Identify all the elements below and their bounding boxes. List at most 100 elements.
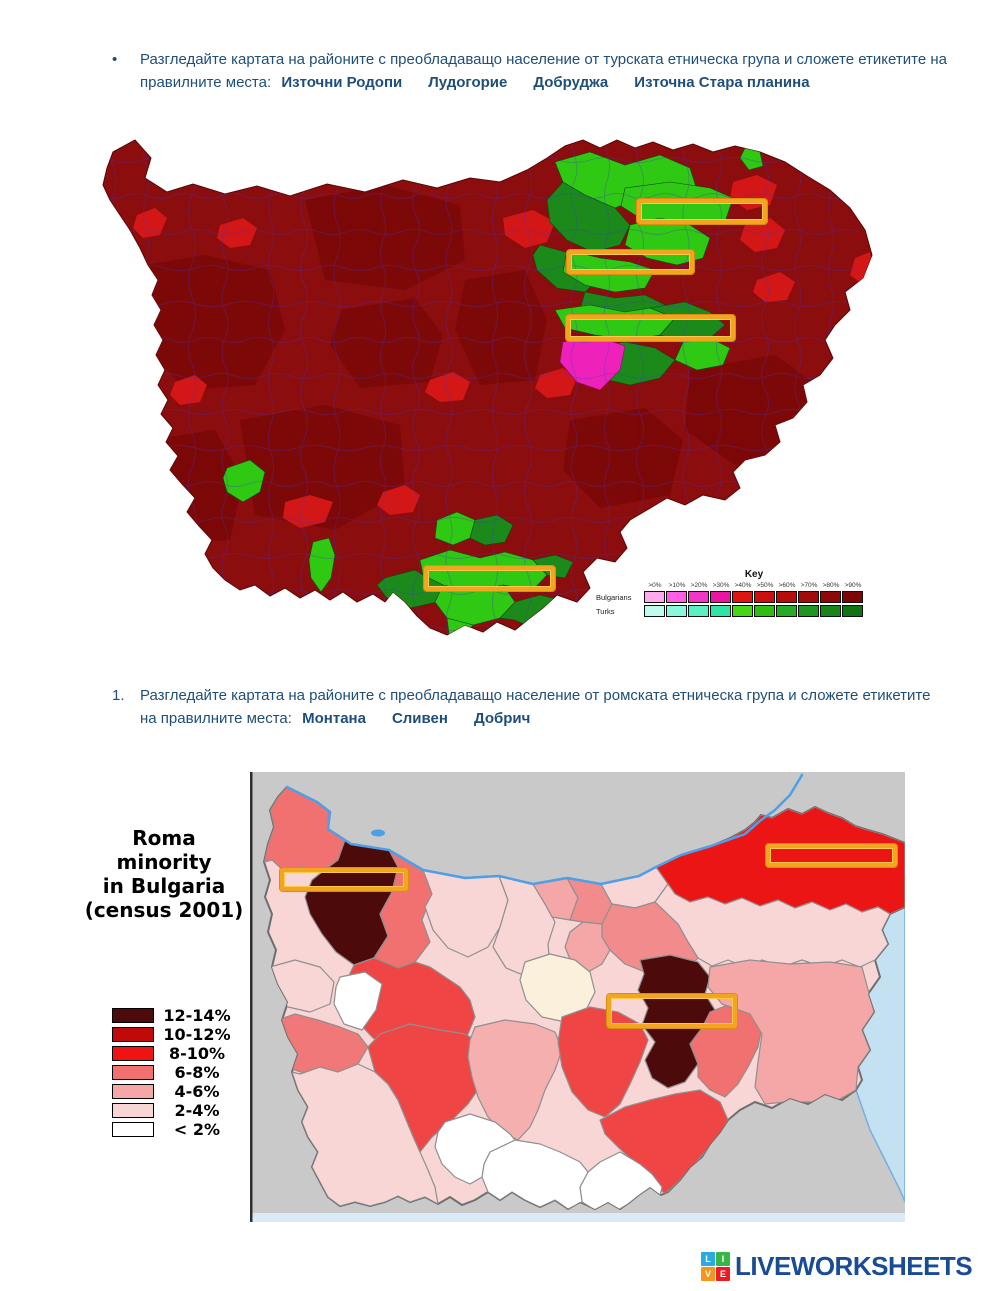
roma-minority-map [250, 772, 905, 1222]
key-swatch [732, 591, 753, 603]
turkish-majority-municipalities-ne [532, 147, 764, 386]
logo-tile: E [716, 1266, 730, 1281]
legend-label: 2-4% [174, 1100, 220, 1120]
province-smolyan [481, 1139, 589, 1209]
key-swatch [776, 591, 797, 603]
key-swatch [666, 605, 687, 617]
key-row-label-bulgarians: Bulgarians [596, 592, 632, 602]
key-swatch [820, 591, 841, 603]
key-title: Key [744, 569, 764, 580]
drag-label[interactable]: Източни Родопи [281, 74, 403, 91]
legend-row: < 2% [112, 1119, 240, 1139]
legend-swatch [112, 1026, 154, 1042]
key-threshold: >80% [822, 582, 840, 589]
drag-label-set: Източни Родопи Лудогорие Добруджа Източна С… [281, 74, 835, 91]
map-key: Key >0% >10% >20% >30% >40% >50% >60% >70% >80% >… [594, 568, 866, 619]
instruction-text: Разгледайте картата на районите с преобл… [140, 51, 947, 91]
drag-label[interactable]: Монтана [302, 710, 366, 727]
drop-zone-2[interactable] [567, 250, 694, 274]
key-threshold: >0% [648, 582, 662, 589]
key-swatch [666, 591, 687, 603]
roma-map-legend: 12-14% 10-12% 8-10% 6-8% 4-6% 2-4% < 2% [112, 1006, 240, 1139]
drag-label[interactable]: Добрич [473, 710, 531, 727]
key-swatch [842, 605, 863, 617]
province-varna [654, 883, 891, 968]
key-threshold: >70% [800, 582, 818, 589]
key-swatch [842, 591, 863, 603]
key-swatch [644, 605, 665, 617]
bullet-marker: • [112, 51, 118, 68]
legend-row: 6-8% [112, 1062, 240, 1082]
key-threshold: >40% [734, 582, 752, 589]
turkish-ethnic-map [102, 139, 873, 636]
key-threshold: >60% [778, 582, 796, 589]
danube-lake [371, 829, 385, 837]
drop-zone-7[interactable] [607, 994, 737, 1028]
key-swatch [820, 605, 841, 617]
key-threshold: >20% [690, 582, 708, 589]
task-turkish-instruction: • Разгледайте картата на районите с прео… [112, 48, 948, 94]
drop-zone-5[interactable] [280, 868, 408, 891]
logo-wordmark: LIVEWORKSHEETS [735, 1251, 973, 1281]
legend-row: 4-6% [112, 1081, 240, 1101]
drop-zone-4[interactable] [424, 566, 555, 591]
province-stara-zagora [557, 1006, 649, 1118]
province-targovishte [564, 921, 611, 973]
roma-map-title: Roma minority in Bulgaria (census 2001) [82, 826, 246, 922]
key-swatch [732, 605, 753, 617]
logo-tile: L [701, 1251, 715, 1266]
key-threshold: >30% [712, 582, 730, 589]
drag-label[interactable]: Сливен [391, 710, 448, 727]
legend-swatch [112, 1045, 154, 1061]
drop-zone-3[interactable] [566, 315, 735, 341]
legend-label: 4-6% [174, 1081, 220, 1101]
sea-strip [250, 1213, 905, 1222]
key-swatch [754, 605, 775, 617]
logo-tile: V [701, 1266, 715, 1281]
drop-zone-6[interactable] [766, 844, 897, 867]
danube-river [285, 773, 804, 886]
key-swatch [644, 591, 665, 603]
task-roma-instruction: 1. Разгледайте картата на районите с пре… [112, 684, 948, 730]
legend-label: 12-14% [163, 1005, 231, 1025]
key-threshold: >10% [668, 582, 686, 589]
key-swatch [754, 591, 775, 603]
province-smolyan-west [434, 1113, 516, 1185]
key-swatch [710, 591, 731, 603]
legend-row: 10-12% [112, 1024, 240, 1044]
key-row-label-turks: Turks [596, 606, 615, 616]
sofia-city [333, 971, 383, 1031]
key-swatch [798, 605, 819, 617]
drag-label[interactable]: Лудогорие [428, 74, 508, 91]
key-swatch [688, 605, 709, 617]
legend-label: < 2% [173, 1119, 221, 1139]
map-frame-edge [250, 772, 253, 1222]
legend-swatch [112, 1064, 154, 1080]
roma-map-title-line: Roma minority [116, 826, 212, 874]
key-threshold: >90% [844, 582, 862, 589]
key-swatch [798, 591, 819, 603]
roma-map-title-line: (census 2001) [84, 898, 244, 922]
drag-label[interactable]: Източна Стара планина [634, 74, 810, 91]
instruction-text: Разгледайте картата на районите с преобл… [140, 687, 931, 727]
legend-swatch [112, 1121, 154, 1137]
drag-label[interactable]: Добруджа [533, 74, 609, 91]
logo-tile: I [716, 1251, 730, 1266]
legend-label: 6-8% [174, 1062, 220, 1082]
legend-row: 12-14% [112, 1005, 240, 1025]
legend-swatch [112, 1007, 154, 1023]
legend-label: 10-12% [163, 1024, 231, 1044]
key-threshold: >50% [756, 582, 774, 589]
legend-swatch [112, 1102, 154, 1118]
turkish-majority-municipalities-west [222, 459, 336, 593]
list-number: 1. [112, 687, 125, 704]
bulgaria-provinces [262, 785, 905, 1211]
roma-map-title-line: in Bulgaria [102, 874, 226, 898]
legend-row: 2-4% [112, 1100, 240, 1120]
drop-zone-1[interactable] [637, 199, 767, 224]
province-plovdiv [467, 1019, 563, 1141]
legend-label: 8-10% [168, 1043, 226, 1063]
